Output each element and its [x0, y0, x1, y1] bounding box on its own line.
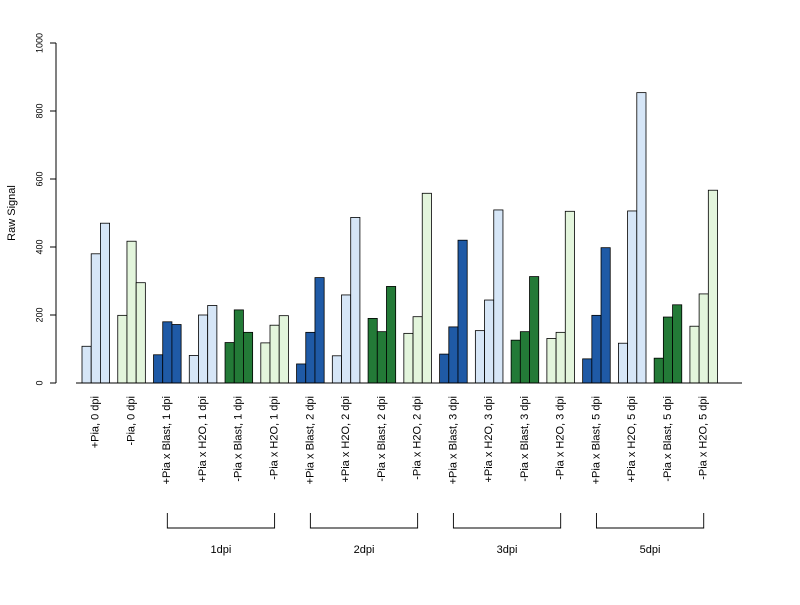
bar	[207, 305, 218, 384]
group-label: 5dpi	[640, 544, 661, 556]
bar	[367, 317, 378, 384]
x-tick-label: -Pia, 0 dpi	[125, 396, 137, 446]
bar	[135, 282, 146, 384]
bar	[600, 247, 611, 384]
x-tick-label: -Pia x H2O, 3 dpi	[555, 396, 567, 480]
bars-layer	[81, 92, 718, 384]
bar	[162, 321, 173, 384]
bar	[457, 239, 468, 384]
x-tick-label: +Pia x H2O, 2 dpi	[340, 396, 352, 483]
bar	[376, 331, 387, 384]
bar	[100, 222, 111, 384]
x-tick-label: +Pia x H2O, 5 dpi	[626, 396, 638, 483]
groups-layer: 1dpi 2dpi 3dpi 5dpi	[166, 513, 705, 556]
bar	[278, 315, 289, 384]
bar	[153, 354, 164, 384]
bar	[618, 342, 629, 384]
bar	[493, 209, 504, 384]
bar	[296, 363, 307, 384]
bracket-line	[452, 513, 562, 529]
x-tick-label: +Pia x Blast, 2 dpi	[304, 396, 316, 484]
x-tick-label: -Pia x Blast, 5 dpi	[662, 396, 674, 482]
group-label: 3dpi	[497, 544, 518, 556]
bar	[519, 331, 530, 384]
bar	[707, 189, 718, 384]
x-tick-label: +Pia x H2O, 1 dpi	[197, 396, 209, 483]
group-bracket: 3dpi	[452, 513, 562, 556]
group-label: 2dpi	[354, 544, 375, 556]
y-tick-label: 1000	[34, 33, 44, 53]
bar	[331, 355, 342, 384]
bar	[314, 277, 325, 384]
bar	[412, 316, 423, 384]
bracket-line	[166, 513, 276, 529]
x-tick-label: -Pia x Blast, 2 dpi	[376, 396, 388, 482]
bar	[421, 192, 432, 384]
x-tick-label: +Pia x Blast, 3 dpi	[447, 396, 459, 484]
bar	[484, 299, 495, 384]
x-tick-label: -Pia x H2O, 1 dpi	[269, 396, 281, 480]
axes-layer: 0 200 400 600 800 1000	[34, 33, 742, 386]
group-bracket: 5dpi	[595, 513, 705, 556]
bar	[555, 331, 566, 384]
bar	[653, 357, 664, 384]
bar	[350, 217, 361, 384]
y-tick-label: 800	[34, 103, 44, 118]
bar	[243, 331, 254, 384]
y-axis-label: Raw Signal	[6, 185, 18, 241]
bar	[403, 332, 414, 384]
bar	[233, 309, 244, 384]
group-bracket: 2dpi	[309, 513, 419, 556]
x-tick-label: -Pia x Blast, 3 dpi	[519, 396, 531, 482]
bar	[591, 314, 602, 384]
bracket-line	[595, 513, 705, 529]
bar	[90, 253, 101, 384]
bar	[689, 325, 700, 384]
bar	[81, 345, 92, 384]
x-tick-label: +Pia x Blast, 5 dpi	[590, 396, 602, 484]
bar	[386, 286, 397, 384]
bar	[439, 353, 450, 384]
group-label: 1dpi	[211, 544, 232, 556]
bar	[269, 324, 280, 384]
bar	[529, 276, 540, 384]
bar	[510, 339, 521, 384]
bar	[117, 314, 128, 384]
labels-layer: Raw Signal +Pia, 0 dpi -Pia, 0 dpi +Pia x B…	[6, 185, 710, 484]
bar	[126, 240, 137, 384]
group-bracket: 1dpi	[166, 513, 276, 556]
y-tick-label: 200	[34, 307, 44, 322]
x-tick-label: +Pia x Blast, 1 dpi	[161, 396, 173, 484]
bar	[582, 358, 593, 384]
bar	[448, 326, 459, 384]
x-tick-label: -Pia x H2O, 2 dpi	[412, 396, 424, 480]
bar	[260, 342, 271, 384]
bar	[636, 92, 647, 384]
bar	[698, 293, 709, 384]
y-tick-label: 0	[34, 380, 44, 385]
y-tick-label: 600	[34, 171, 44, 186]
bar	[546, 338, 557, 384]
bar	[171, 324, 182, 384]
bracket-line	[309, 513, 419, 529]
bar	[672, 304, 683, 384]
x-tick-label: +Pia x H2O, 3 dpi	[483, 396, 495, 483]
x-tick-label: -Pia x Blast, 1 dpi	[233, 396, 245, 482]
bar	[305, 331, 316, 384]
bar	[198, 314, 209, 384]
bar	[224, 342, 235, 384]
bar	[341, 294, 352, 384]
bar	[662, 316, 673, 384]
x-tick-label: -Pia x H2O, 5 dpi	[698, 396, 710, 480]
bar	[627, 210, 638, 384]
bar	[564, 210, 575, 384]
y-tick-label: 400	[34, 239, 44, 254]
x-tick-label: +Pia, 0 dpi	[90, 396, 102, 448]
bar	[474, 330, 485, 384]
bar	[188, 355, 199, 384]
